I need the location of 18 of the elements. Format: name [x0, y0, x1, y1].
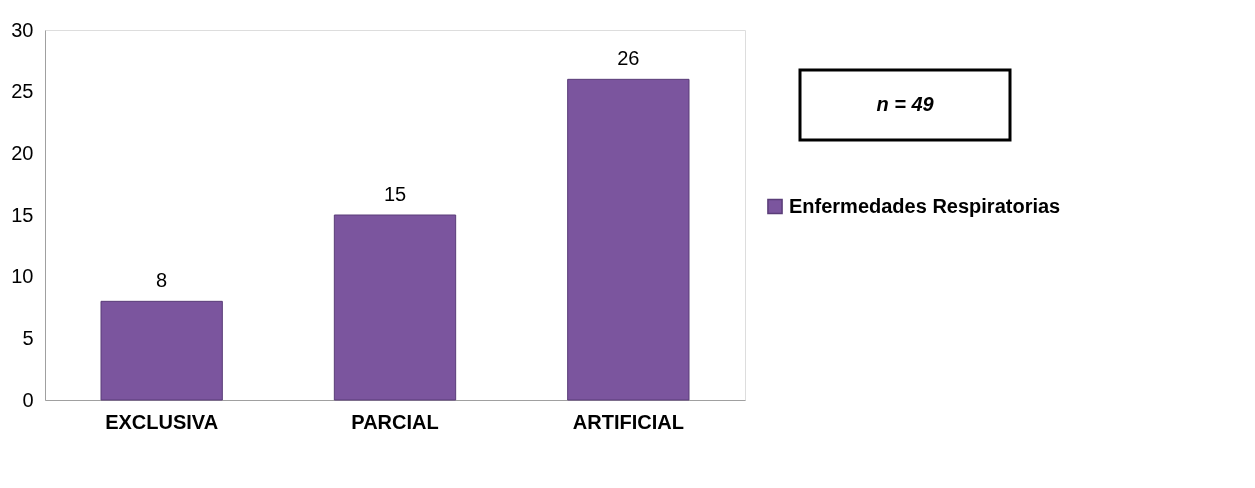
y-tick-label: 5	[22, 326, 34, 349]
text: n = 49	[876, 93, 935, 115]
x-tick-label: PARCIAL	[351, 410, 439, 433]
y-tick-label: 10	[11, 265, 34, 288]
x-tick-label: ARTIFICIAL	[572, 410, 684, 433]
y-tick-label: 15	[11, 203, 34, 226]
data-label: 26	[617, 47, 640, 70]
data-label: 8	[156, 269, 168, 292]
bar	[100, 300, 223, 401]
legend-label: Enfermedades Respiratorias	[789, 194, 1061, 217]
y-tick-label: 20	[11, 141, 34, 164]
bar	[567, 78, 690, 401]
y-tick-label: 0	[22, 388, 34, 411]
bar	[333, 214, 457, 401]
x-tick-label: EXCLUSIVA	[105, 410, 219, 433]
y-tick-label: 25	[11, 80, 34, 103]
y-tick-label: 30	[11, 18, 34, 41]
data-label: 15	[383, 183, 407, 205]
